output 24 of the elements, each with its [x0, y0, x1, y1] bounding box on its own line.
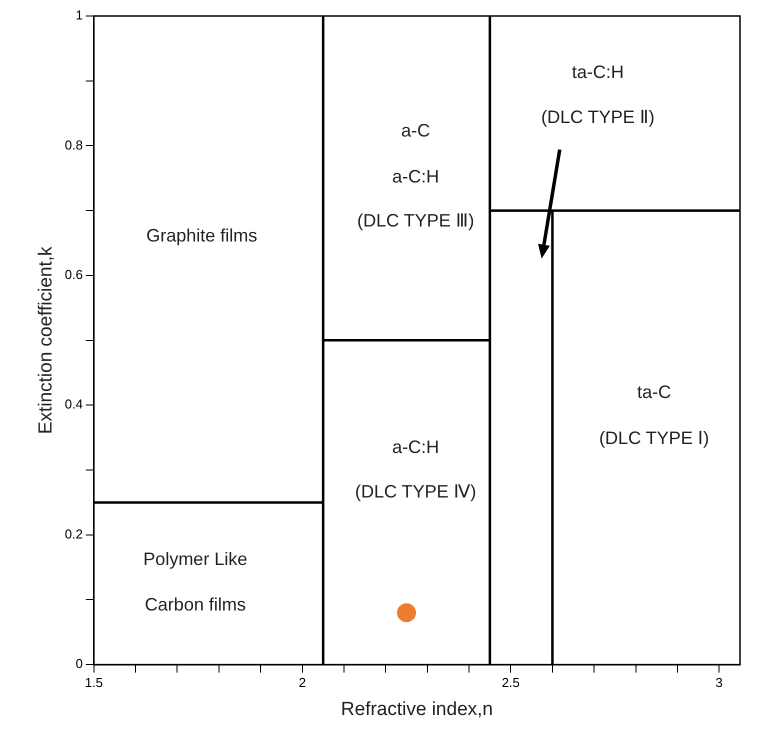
x-tick-label: 2.5: [502, 674, 520, 690]
annotation: ta-C:H: [572, 62, 624, 82]
annotation: (DLC TYPE Ⅰ): [599, 428, 710, 448]
annotation: ta-C: [637, 382, 672, 402]
y-tick-label: 0.8: [64, 137, 83, 152]
y-axis-title: Extinction coefficient,k: [36, 246, 57, 434]
annotation: Polymer Like: [143, 549, 248, 570]
x-tick-label: 3: [716, 674, 723, 690]
annotation: Carbon films: [144, 594, 246, 615]
annotation: Graphite films: [146, 225, 258, 246]
x-tick-label: 1.5: [84, 674, 103, 690]
annotation: (DLC TYPE Ⅲ): [357, 210, 474, 231]
y-tick-label: 0.6: [64, 267, 83, 282]
annotation: a-C: [401, 120, 430, 140]
y-tick-label: 0.2: [64, 526, 83, 542]
x-tick-label: 2: [298, 674, 306, 690]
annotation: a-C:H: [392, 166, 440, 186]
y-tick-label: 0: [76, 656, 83, 672]
y-tick-label: 0.4: [64, 396, 83, 412]
annotation: a-C:H: [392, 436, 440, 457]
annotation: (DLC TYPE Ⅱ): [541, 106, 655, 127]
x-axis-title: Refractive index,n: [340, 698, 493, 720]
annotation: (DLC TYPE Ⅳ): [354, 482, 476, 502]
y-tick-label: 1: [76, 8, 83, 23]
